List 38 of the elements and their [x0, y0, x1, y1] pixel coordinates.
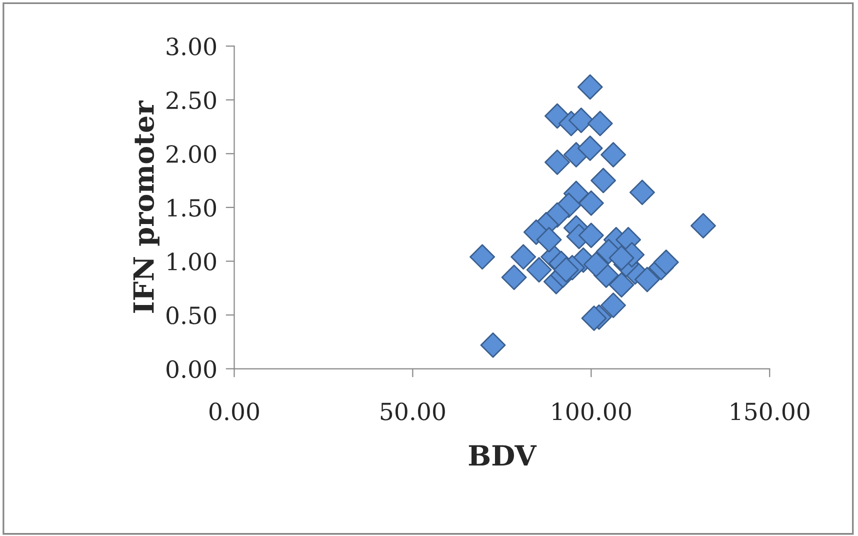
point: [501, 264, 527, 290]
point: [480, 332, 506, 358]
point: [653, 250, 679, 276]
point: [577, 74, 603, 100]
point: [544, 150, 570, 175]
point: [634, 266, 660, 292]
point: [690, 212, 716, 238]
point: [470, 244, 496, 270]
point: [590, 168, 616, 194]
point: [510, 244, 536, 270]
y-tick-label: 3.00: [166, 38, 216, 56]
point: [578, 190, 604, 216]
y-tick-label: 1.50: [168, 198, 216, 217]
point: [553, 257, 579, 283]
x-tick-label: 100.00: [552, 402, 631, 420]
x-tick-label: 150.00: [731, 402, 810, 420]
y-tick-label: 0.50: [166, 306, 216, 324]
point: [608, 245, 634, 271]
point: [608, 272, 634, 298]
point: [568, 108, 594, 134]
y-tick-label: 0.00: [166, 360, 216, 378]
x-tick-label: 0.00: [210, 402, 259, 420]
point: [600, 142, 626, 168]
y-axis-title: IFN promoter: [133, 100, 160, 313]
x-tick-label: 50.00: [380, 402, 445, 420]
y-tick-label: 2.00: [166, 145, 216, 163]
point: [581, 305, 607, 331]
point: [629, 180, 655, 206]
point: [583, 252, 609, 278]
y-tick-label: 1.00: [168, 252, 216, 271]
point: [577, 136, 603, 161]
x-axis-title: BDV: [468, 445, 537, 466]
point: [600, 292, 626, 318]
point: [587, 110, 613, 136]
y-tick-label: 2.50: [166, 91, 216, 110]
point: [578, 222, 604, 248]
point: [536, 226, 562, 252]
point: [526, 257, 552, 283]
